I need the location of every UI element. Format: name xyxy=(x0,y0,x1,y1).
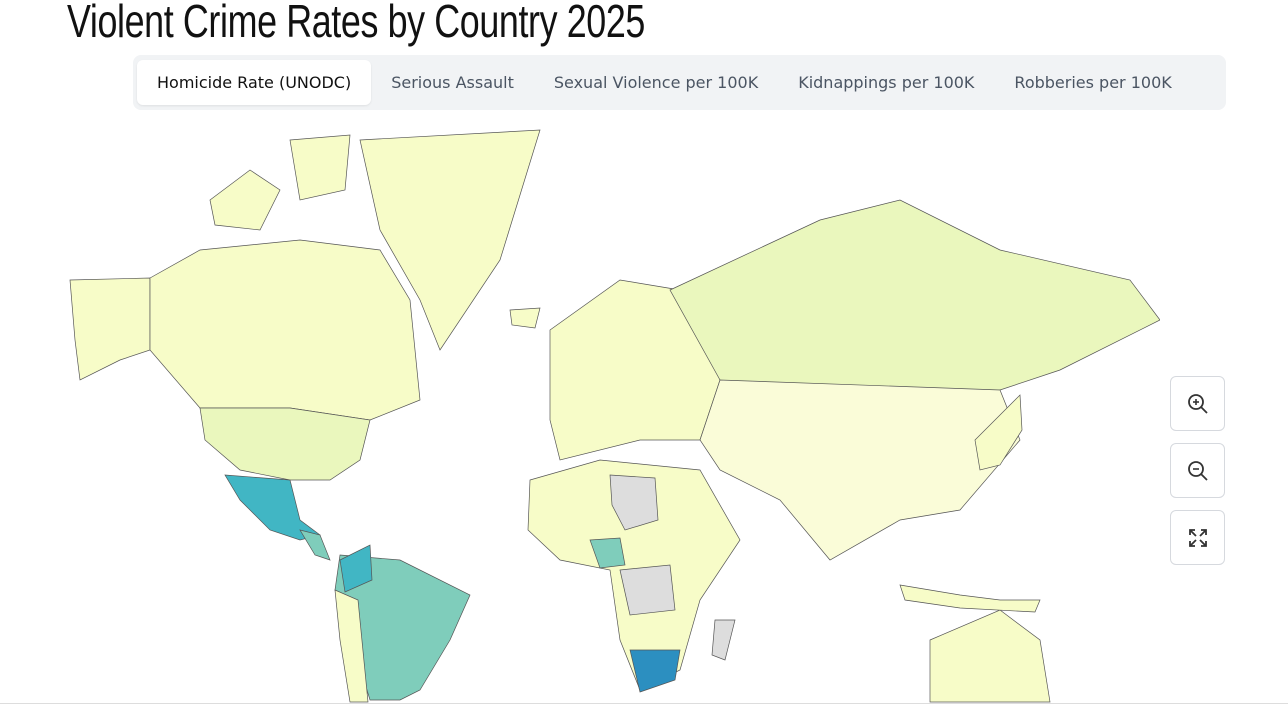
page-title: Violent Crime Rates by Country 2025 xyxy=(67,0,646,47)
region xyxy=(289,134,351,201)
region xyxy=(929,609,1051,703)
region xyxy=(199,407,371,481)
region xyxy=(339,544,373,593)
zoom-out-button[interactable] xyxy=(1170,443,1225,498)
tab-bar: Homicide Rate (UNODC) Serious Assault Se… xyxy=(133,55,1226,110)
region xyxy=(629,649,681,693)
tab[interactable]: Kidnappings per 100K xyxy=(798,73,975,92)
zoom-out-icon xyxy=(1187,460,1208,481)
region xyxy=(711,619,736,661)
region xyxy=(589,537,626,569)
region xyxy=(899,584,1041,613)
region xyxy=(974,394,1023,471)
region xyxy=(334,589,369,703)
fullscreen-button[interactable] xyxy=(1170,510,1225,565)
divider xyxy=(0,703,1288,704)
region xyxy=(69,277,151,381)
region xyxy=(224,474,321,541)
region xyxy=(609,474,659,531)
world-map xyxy=(69,129,1160,703)
tab[interactable]: Serious Assault xyxy=(391,73,514,92)
region xyxy=(299,529,331,561)
fullscreen-icon xyxy=(1188,528,1207,547)
region xyxy=(699,379,1021,561)
tab[interactable]: Homicide Rate (UNODC) xyxy=(137,60,372,105)
region xyxy=(149,239,421,421)
region xyxy=(619,564,676,616)
zoom-in-icon xyxy=(1187,393,1208,414)
zoom-in-button[interactable] xyxy=(1170,376,1225,431)
region xyxy=(669,199,1160,411)
tab[interactable]: Robberies per 100K xyxy=(1014,73,1172,92)
region xyxy=(209,169,281,231)
region xyxy=(359,129,541,351)
tab[interactable]: Sexual Violence per 100K xyxy=(553,73,759,92)
region xyxy=(509,307,541,329)
